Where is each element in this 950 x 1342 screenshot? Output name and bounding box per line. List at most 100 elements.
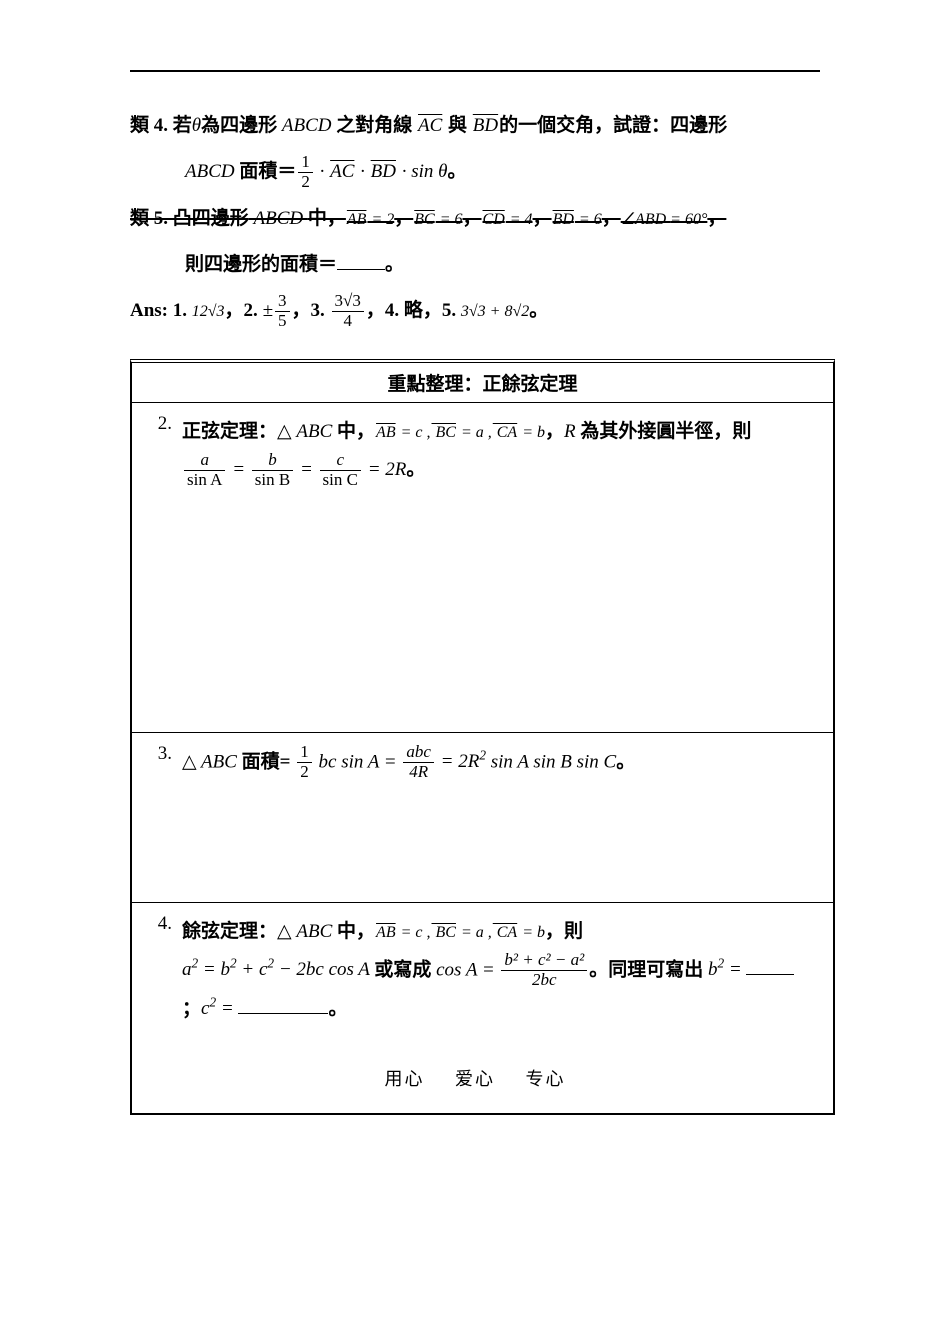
num: 3 <box>275 292 290 312</box>
seg-ac: AC <box>417 115 443 136</box>
frac-half: 12 <box>297 743 312 781</box>
strike-line: 類 5. 凸四邊形 ABCD 中，AB = 2，BC = 6，CD = 4，BD… <box>130 208 726 229</box>
ans-label: Ans: 1. <box>130 300 192 321</box>
text: 中， <box>337 421 375 442</box>
cosA: cos A = <box>436 959 499 980</box>
comma: ， <box>394 208 413 229</box>
blank <box>238 995 328 1014</box>
text: 為四邊形 <box>201 115 277 136</box>
seg-bd: BD <box>552 211 575 228</box>
text: 同理可寫出 <box>608 959 708 980</box>
text: 之對角線 <box>336 115 412 136</box>
problem-5-line2: 則四邊形的面積＝ 。 <box>130 246 820 284</box>
row-body: 正弦定理：△ ABC 中，AB = c , BC = a , CA = b，R … <box>178 403 833 732</box>
seg-bd: BD <box>472 115 499 136</box>
den: 4 <box>332 312 364 331</box>
eq: = a , <box>457 424 492 441</box>
den: 5 <box>275 312 290 331</box>
problem-4-line1: 類 4. 若θ為四邊形 ABCD 之對角線 AC 與 BD的一個交角，試證：四邊… <box>130 107 820 145</box>
num: b <box>252 451 293 471</box>
den: 4R <box>403 763 434 782</box>
period: 。 <box>385 254 404 275</box>
seg-ab: AB <box>346 211 368 228</box>
table-row-3: 3. △ ABC 面積= 12 bc sin A = abc4R = 2R2 s… <box>132 733 833 903</box>
seg-bc: BC <box>431 424 457 441</box>
num: c <box>320 451 361 471</box>
sup: 2 <box>479 748 486 763</box>
num: 3√3 <box>332 292 364 312</box>
frac-a-sinA: asin A <box>184 451 225 489</box>
seg-bd: BD <box>370 161 397 182</box>
num: a <box>184 451 225 471</box>
text: 中， <box>308 208 346 229</box>
seg-bc: BC <box>431 924 457 941</box>
row-number: 3. <box>132 733 178 902</box>
ans3-frac: 3√34 <box>332 292 364 330</box>
comma: ，4. 略，5. <box>366 300 461 321</box>
text: 為其外接圓半徑，則 <box>580 421 751 442</box>
comma: ，2. <box>225 300 263 321</box>
eq: = <box>216 998 238 1019</box>
table-row-2: 2. 正弦定理：△ ABC 中，AB = c , BC = a , CA = b… <box>132 403 833 733</box>
val: = 4 <box>506 211 533 228</box>
table-header: 重點整理：正餘弦定理 <box>132 363 833 403</box>
eq: = c , <box>397 424 431 441</box>
triangle: △ <box>277 921 292 942</box>
val: = 6 <box>575 211 602 228</box>
eq: = c , <box>397 924 431 941</box>
comma: ， <box>545 421 564 442</box>
triangle: △ <box>182 751 197 772</box>
val: = 60° <box>670 211 707 228</box>
comma: ， <box>602 208 621 229</box>
num: 1 <box>297 743 312 763</box>
period: 。 <box>616 751 635 772</box>
t: − 2bc cos A <box>274 959 374 980</box>
text: 則四邊形的面積＝ <box>185 254 337 275</box>
answers-line: Ans: 1. 12√3，2. ±35，3. 3√34，4. 略，5. 3√3 … <box>130 292 820 331</box>
problem-5-line1: 類 5. 凸四邊形 ABCD 中，AB = 2，BC = 6，CD = 4，BD… <box>130 200 820 238</box>
abcd: ABCD <box>185 161 239 182</box>
text: 的一個交角，試證：四邊形 <box>499 115 727 136</box>
num: b² + c² − a² <box>501 951 587 971</box>
text: 面積＝ <box>239 161 296 182</box>
theta: θ <box>438 161 447 182</box>
page-footer: 用心 爱心 专心 <box>130 1065 820 1091</box>
den: sin A <box>184 471 225 490</box>
txt: = 2R <box>436 751 479 772</box>
footer-word: 专心 <box>526 1069 566 1089</box>
ans5: 3√3 + 8√2 <box>461 303 529 320</box>
t: + c <box>237 959 268 980</box>
row-number: 2. <box>132 403 178 732</box>
abcd: ABCD <box>277 115 336 136</box>
page-content: 類 4. 若θ為四邊形 ABCD 之對角線 AC 與 BD的一個交角，試證：四邊… <box>130 70 820 1115</box>
val: = 6 <box>436 211 463 228</box>
seg-bc: BC <box>413 211 435 228</box>
comma: ， <box>533 208 552 229</box>
seg-ab: AB <box>375 924 397 941</box>
seg-ab: AB <box>375 424 397 441</box>
comma: ，3. <box>292 300 330 321</box>
text: 中， <box>337 921 375 942</box>
R: R <box>564 421 580 442</box>
theta: θ <box>192 115 201 136</box>
abc: ABC <box>292 921 337 942</box>
period: 。 <box>406 459 425 480</box>
text: 正弦定理： <box>182 421 277 442</box>
seg-ca: CA <box>492 424 518 441</box>
seg-ac: AC <box>329 161 355 182</box>
seg-cd: CD <box>482 211 506 228</box>
blank <box>337 251 385 270</box>
period: 。 <box>529 300 548 321</box>
eq: = <box>724 959 746 980</box>
frac-half: 12 <box>298 153 313 191</box>
ans2-frac: 35 <box>275 292 290 330</box>
dot: · <box>315 161 329 182</box>
bc: bc <box>314 751 341 772</box>
eq: = 2R2 <box>436 751 486 772</box>
top-rule <box>130 70 820 72</box>
footer-word: 用心 <box>385 1069 425 1089</box>
b2: b2 = <box>708 959 746 980</box>
c2: c2 = <box>201 998 238 1019</box>
s: 2 <box>230 956 237 971</box>
text: 類 4. 若 <box>130 115 192 136</box>
